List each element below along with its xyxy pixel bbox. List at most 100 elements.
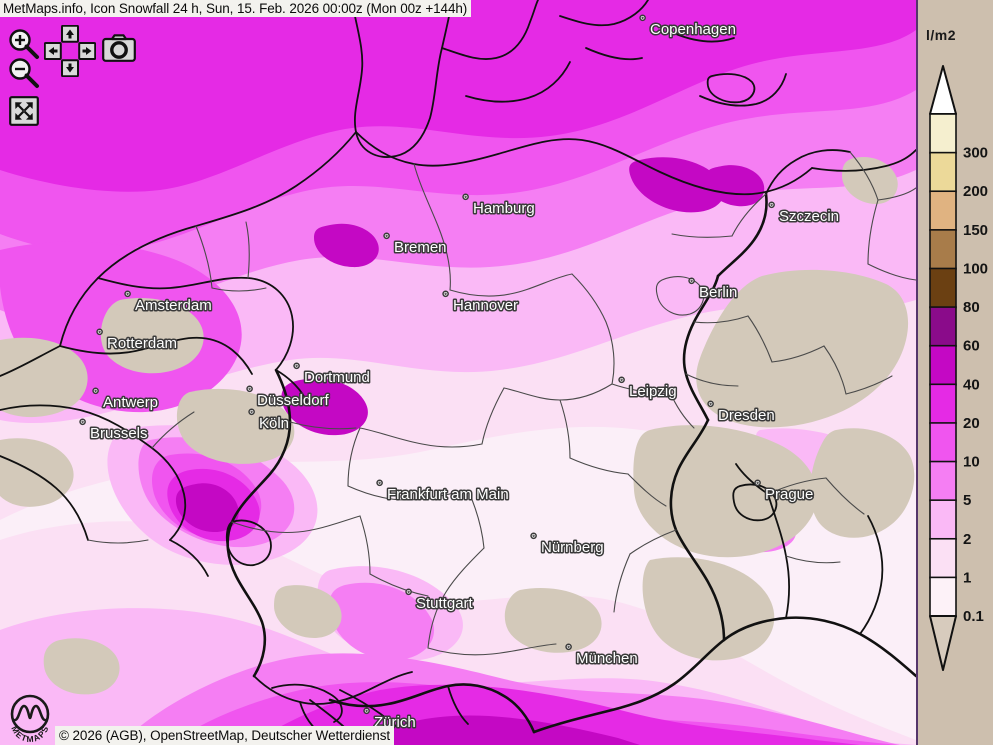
city-marker-dot: ° [97,327,102,342]
city-label: Rotterdam [107,335,177,352]
city-marker-dot: ° [249,407,254,422]
colorbar-tick-label: 200 [963,183,988,200]
colorbar-tick-label: 60 [963,338,980,355]
colorbar[interactable]: 300 200 150 100 80 60 40 20 10 5 2 1 0.1 [918,60,993,675]
colorbar-tick-label: 10 [963,454,980,471]
city-marker: ° Hamburg [462,191,537,219]
map-title-bar: MetMaps.info, Icon Snowfall 24 h, Sun, 1… [0,0,472,17]
colorbar-band [929,537,957,579]
city-marker-dot: ° [247,384,252,399]
legend-unit-label: l/m2 [926,27,957,43]
colorbar-tick-label: 300 [963,145,988,162]
city-marker: ° Frankfurt am Main [376,477,511,505]
city-label: Szczecin [779,208,839,225]
map-layer[interactable]: ° Copenhagen ° Szczecin ° Hamburg ° Bremen ° Berl… [0,0,916,745]
city-label: Bremen [394,239,447,256]
colorbar-band [929,190,957,232]
colorbar-cap-bottom [929,615,957,671]
city-marker: ° Rotterdam [96,326,179,354]
city-label: Hamburg [473,200,535,217]
city-label: Köln [259,415,289,432]
city-label: Prague [765,486,813,503]
city-marker-dot: ° [463,192,468,207]
colorbar-tick-label: 0.1 [963,608,984,625]
city-marker: ° Leipzig [618,374,679,402]
city-marker: ° Dortmund [293,360,372,388]
city-marker-dot: ° [708,399,713,414]
expand-arrows-icon [9,96,39,126]
fullscreen-button[interactable] [9,96,39,126]
city-label: Berlin [699,284,737,301]
city-marker-dot: ° [769,200,774,215]
city-labels: ° Copenhagen ° Szczecin ° Hamburg ° Bremen ° Berl… [79,12,841,733]
colorbar-band [929,383,957,425]
attribution-text: © 2026 (AGB), OpenStreetMap, Deutscher W… [59,728,391,743]
city-marker-dot: ° [689,276,694,291]
colorbar-band [929,113,957,154]
colorbar-tick-label: 40 [963,376,980,393]
city-marker-dot: ° [377,478,382,493]
colorbar-svg: 300 200 150 100 80 60 40 20 10 5 2 1 0.1 [929,65,988,671]
city-marker: ° Copenhagen [639,12,738,40]
colorbar-band [929,460,957,502]
city-marker: ° Nürnberg [530,530,606,558]
city-label: Brussels [90,425,148,442]
precip-band-40 [175,157,765,745]
colorbar-band [929,151,957,193]
colorbar-band [929,499,957,540]
city-label: Düsseldorf [257,392,330,409]
snapshot-button[interactable] [102,34,136,62]
city-marker: ° Antwerp [92,385,160,413]
city-marker-dot: ° [384,231,389,246]
city-marker: ° Düsseldorf [246,383,332,411]
city-marker-dot: ° [406,587,411,602]
city-marker: ° Bremen [383,230,449,258]
page-title: MetMaps.info, Icon Snowfall 24 h, Sun, 1… [3,1,468,16]
city-marker: ° Stuttgart [405,586,476,614]
zoom-in-button[interactable] [7,27,41,61]
zoom-out-button[interactable] [7,56,41,90]
city-marker-dot: ° [443,289,448,304]
colorbar-band [929,422,957,463]
city-marker-dot: ° [619,375,624,390]
metmaps-logo[interactable]: METMAPS [4,690,56,744]
colorbar-band [929,267,957,309]
city-marker-dot: ° [125,289,130,304]
magnifier-plus-icon [9,29,39,59]
city-marker: ° Dresden [707,398,777,426]
attribution-bar: © 2026 (AGB), OpenStreetMap, Deutscher W… [55,726,395,745]
city-marker-dot: ° [93,386,98,401]
pan-control[interactable] [43,24,97,78]
colorbar-band [929,344,957,386]
magnifier-minus-icon [9,58,39,88]
city-label: Dresden [718,407,775,424]
pan-arrows-icon[interactable] [43,24,97,78]
city-marker-dot: ° [531,531,536,546]
colorbar-bands [929,65,957,671]
colorbar-tick-label: 2 [963,531,971,548]
city-marker-dot: ° [364,706,369,721]
city-label: Hannover [453,297,518,314]
colorbar-cap-top [929,65,957,115]
colorbar-band [929,229,957,270]
city-marker: ° Köln [248,406,291,434]
city-label: Amsterdam [135,297,212,314]
legend-panel: l/m2 300 200 150 100 80 60 40 20 10 5 2 1 0.1 [916,0,993,745]
city-marker: ° Amsterdam [124,288,214,316]
city-label: Copenhagen [650,21,736,38]
city-label: Leipzig [629,383,677,400]
colorbar-tick-label: 5 [963,492,971,509]
city-label: München [576,650,638,667]
colorbar-tick-label: 80 [963,299,980,316]
city-marker: ° Berlin [688,275,739,303]
city-marker-dot: ° [640,13,645,28]
city-marker-dot: ° [566,642,571,657]
map-canvas[interactable]: ° Copenhagen ° Szczecin ° Hamburg ° Bremen ° Berl… [0,0,916,745]
city-label: Dortmund [304,369,370,386]
colorbar-tick-label: 20 [963,415,980,432]
city-marker-dot: ° [755,478,760,493]
colorbar-band [929,576,957,618]
city-marker: ° Brussels [79,416,150,444]
city-label: Stuttgart [416,595,474,612]
